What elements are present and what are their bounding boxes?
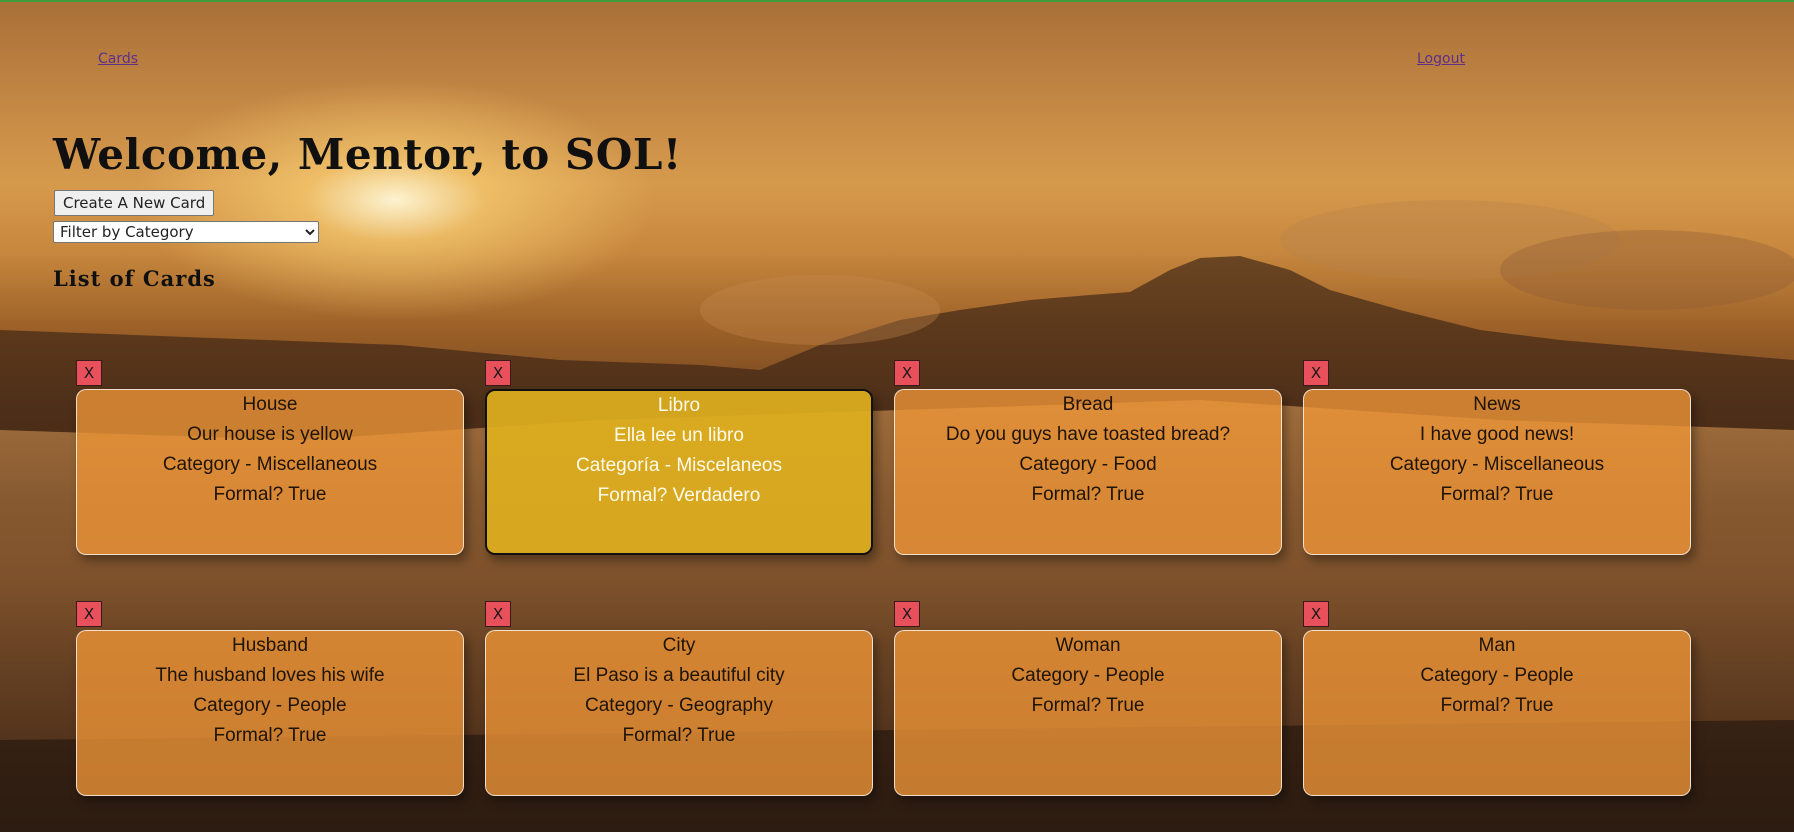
delete-card-button[interactable]: X xyxy=(76,360,102,386)
delete-card-button[interactable]: X xyxy=(485,360,511,386)
page-title: Welcome, Mentor, to SOL! xyxy=(53,130,682,179)
card-formal: Formal? True xyxy=(1031,695,1145,716)
card-formal: Formal? True xyxy=(1440,695,1554,716)
card-sentence: Ella lee un libro xyxy=(614,425,744,446)
delete-card-button[interactable]: X xyxy=(76,601,102,627)
card-formal: Formal? True xyxy=(213,725,327,746)
card-slot: X Woman Category - People Formal? True xyxy=(894,601,1282,796)
card-title: Woman xyxy=(1055,635,1121,656)
card-slot: X Husband The husband loves his wife Cat… xyxy=(76,601,464,796)
card-slot: X City El Paso is a beautiful city Categ… xyxy=(485,601,873,796)
delete-card-button[interactable]: X xyxy=(894,601,920,627)
card-sentence: Our house is yellow xyxy=(187,424,353,445)
delete-card-button[interactable]: X xyxy=(485,601,511,627)
card-formal: Formal? Verdadero xyxy=(597,485,761,506)
delete-card-button[interactable]: X xyxy=(1303,601,1329,627)
nav-cards-link[interactable]: Cards xyxy=(98,51,139,67)
card-title: House xyxy=(242,394,298,415)
card-title: News xyxy=(1473,394,1521,415)
card-slot: X News I have good news! Category - Misc… xyxy=(1303,360,1691,555)
card-flipped[interactable]: Libro Ella lee un libro Categoría - Misc… xyxy=(485,389,873,555)
card[interactable]: House Our house is yellow Category - Mis… xyxy=(76,389,464,555)
card-category: Category - Food xyxy=(1019,454,1157,475)
card-title: City xyxy=(662,635,696,656)
card[interactable]: Bread Do you guys have toasted bread? Ca… xyxy=(894,389,1282,555)
card[interactable]: Woman Category - People Formal? True xyxy=(894,630,1282,796)
card[interactable]: Husband The husband loves his wife Categ… xyxy=(76,630,464,796)
create-card-button[interactable]: Create A New Card xyxy=(54,190,215,216)
card-title: Libro xyxy=(657,395,701,416)
card-category: Category - People xyxy=(193,695,347,716)
card-slot: X House Our house is yellow Category - M… xyxy=(76,360,464,555)
card-slot: X Bread Do you guys have toasted bread? … xyxy=(894,360,1282,555)
card-sentence: I have good news! xyxy=(1419,424,1575,445)
card-slot: X Man Category - People Formal? True xyxy=(1303,601,1691,796)
card-formal: Formal? True xyxy=(1440,484,1554,505)
card-sentence: Do you guys have toasted bread? xyxy=(945,424,1231,445)
card-sentence: El Paso is a beautiful city xyxy=(573,665,785,686)
category-filter-select[interactable]: Filter by Category xyxy=(53,221,319,243)
card-title: Bread xyxy=(1062,394,1114,415)
card-title: Husband xyxy=(231,635,309,656)
card-category: Category - Geography xyxy=(585,695,773,716)
top-border xyxy=(0,0,1794,2)
card-sentence: The husband loves his wife xyxy=(155,665,385,686)
card[interactable]: Man Category - People Formal? True xyxy=(1303,630,1691,796)
card-formal: Formal? True xyxy=(213,484,327,505)
card-category: Category - Miscellaneous xyxy=(1389,454,1605,475)
card-title: Man xyxy=(1478,635,1516,656)
card-slot: X Libro Ella lee un libro Categoría - Mi… xyxy=(485,360,873,555)
card-category: Category - Miscellaneous xyxy=(162,454,378,475)
card-category: Category - People xyxy=(1011,665,1165,686)
card-category: Categoría - Miscelaneos xyxy=(576,455,782,476)
delete-card-button[interactable]: X xyxy=(1303,360,1329,386)
card-formal: Formal? True xyxy=(622,725,736,746)
nav-logout-link[interactable]: Logout xyxy=(1417,51,1465,67)
list-title: List of Cards xyxy=(53,266,216,291)
card[interactable]: City El Paso is a beautiful city Categor… xyxy=(485,630,873,796)
card-formal: Formal? True xyxy=(1031,484,1145,505)
card[interactable]: News I have good news! Category - Miscel… xyxy=(1303,389,1691,555)
delete-card-button[interactable]: X xyxy=(894,360,920,386)
card-category: Category - People xyxy=(1420,665,1574,686)
